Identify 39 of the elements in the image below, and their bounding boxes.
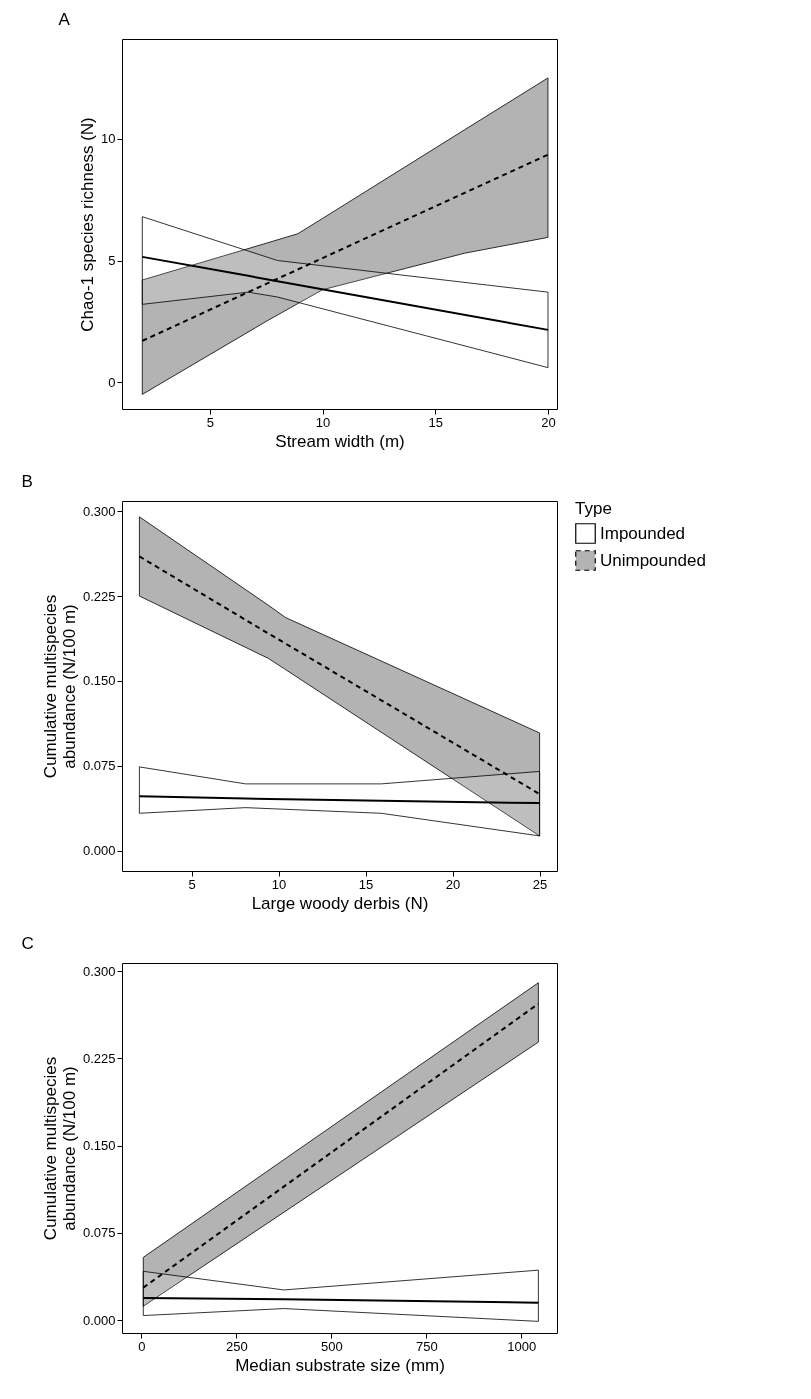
y-tick-label: 0.300 [82,963,116,979]
x-tick-label: 250 [226,1338,248,1354]
x-tick-label: 500 [320,1338,343,1354]
y-tick-label: 10 [101,131,116,147]
chart-title: C [21,934,34,953]
y-tick-label: 0.000 [82,1312,116,1328]
x-axis-title: Stream width (m) [275,431,405,451]
x-axis-title: Median substrate size (mm) [235,1355,445,1375]
y-tick-label: 0.225 [82,588,116,604]
y-tick-label: 0.225 [82,1050,116,1066]
x-tick-label: 20 [541,414,556,430]
x-tick-label: 5 [188,876,196,892]
x-tick-label: 0 [138,1338,146,1354]
x-tick-label: 10 [315,414,331,430]
y-tick-label: 0.000 [82,843,116,859]
y-tick-label: 5 [108,253,116,269]
x-tick-label: 15 [358,876,374,892]
x-tick-label: 20 [445,876,461,892]
chart-title: A [58,10,71,29]
x-tick-label: 25 [532,876,548,892]
x-tick-label: 750 [415,1338,438,1354]
legend-label: Unimpounded [600,550,706,570]
legend-label: Impounded [600,523,686,543]
y-tick-label: 0.075 [82,758,116,774]
x-tick-label: 10 [271,876,287,892]
y-tick-label: 0.075 [82,1225,116,1241]
y-axis-title: Cumulative multispecies abundance (N/100 m) [40,1056,79,1241]
x-tick-label: 15 [428,414,444,430]
y-tick-label: 0 [108,374,116,390]
legend-title: Type [575,499,612,518]
x-tick-label: 5 [206,414,215,430]
x-tick-label: 1000 [507,1338,537,1354]
y-tick-label: 0.300 [82,503,116,519]
chart-title: B [21,472,33,491]
y-axis-title: Cumulative multispecies abundance (N/100 m) [40,594,79,779]
y-tick-label: 0.150 [82,1138,116,1154]
y-axis-title: Chao-1 species richness (N) [78,117,98,332]
y-tick-label: 0.150 [82,673,116,689]
x-axis-title: Large woody derbis (N) [251,893,429,913]
